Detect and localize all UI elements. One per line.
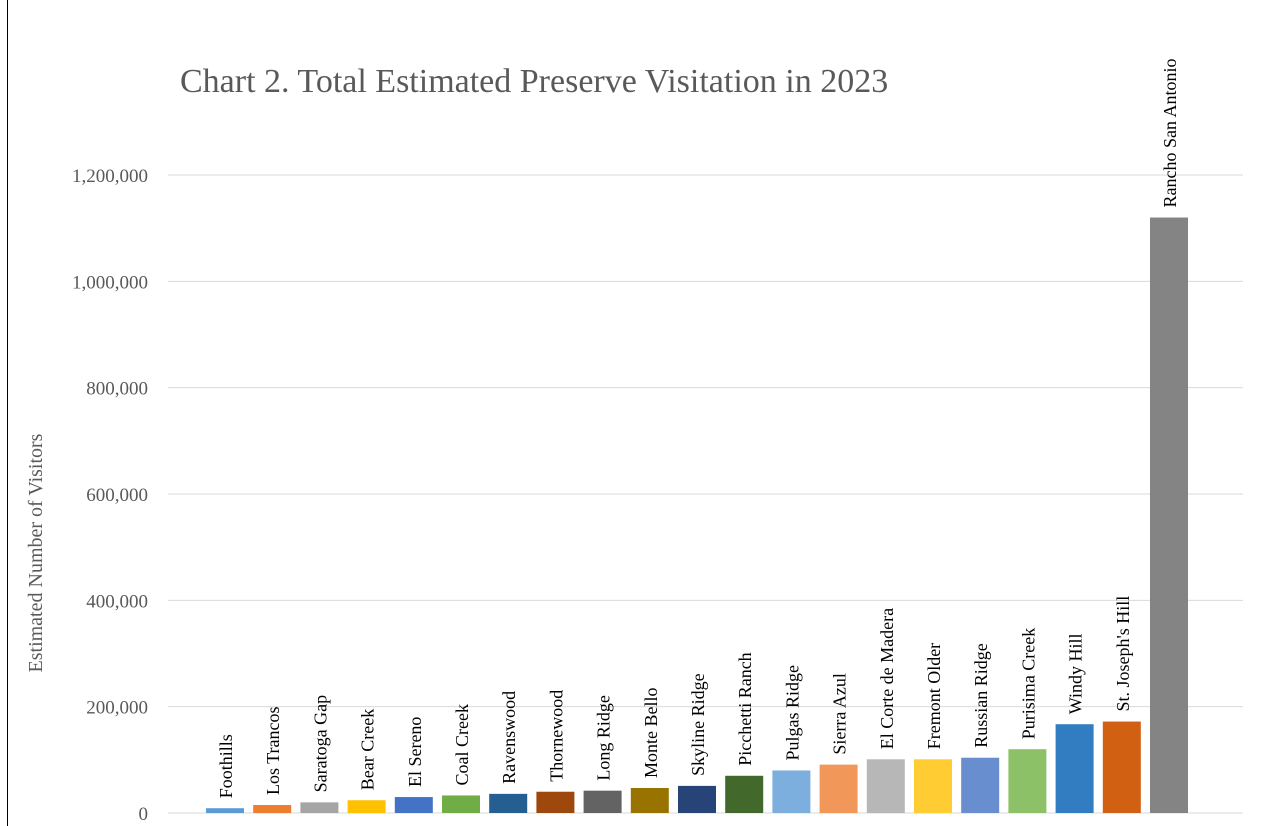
y-tick-label: 600,000 [86, 485, 148, 506]
category-labels: Foothills Los Trancos Saratoga Gap Bear Cre… [216, 59, 1180, 799]
category-label: Russian Ridge [971, 643, 991, 748]
y-axis-label: Estimated Number of Visitors [25, 433, 47, 672]
bar [678, 785, 716, 813]
bar [630, 788, 669, 813]
category-label: Picchetti Ranch [735, 652, 755, 765]
bar [442, 795, 480, 813]
y-tick-label: 200,000 [86, 698, 148, 719]
category-label: Bear Creek [358, 709, 378, 790]
y-tick-label: 1,000,000 [72, 272, 148, 293]
bar-chart: Chart 2. Total Estimated Preserve Visita… [25, 59, 1243, 825]
category-label: Saratoga Gap [310, 695, 330, 792]
bar [583, 790, 622, 813]
bar [914, 759, 952, 813]
bar [1102, 721, 1141, 813]
bar [536, 791, 575, 813]
bar [1150, 217, 1188, 814]
bar [1055, 724, 1094, 813]
bar [489, 793, 528, 813]
bar [206, 808, 244, 813]
bar [300, 802, 339, 813]
y-tick-label: 800,000 [86, 379, 148, 400]
category-label: Coal Creek [452, 704, 472, 785]
y-tick-label: 0 [139, 804, 149, 825]
y-tick-label: 400,000 [86, 591, 148, 612]
category-label: El Sereno [405, 717, 425, 787]
category-label: Foothills [216, 734, 236, 798]
bar [253, 805, 292, 813]
chart-title: Chart 2. Total Estimated Preserve Visita… [180, 63, 888, 100]
bars [206, 217, 1188, 814]
category-label: Monte Bello [641, 688, 661, 779]
category-label: Purisima Creek [1018, 628, 1038, 739]
gridlines [168, 174, 1243, 814]
bar [725, 775, 764, 813]
bar [961, 757, 1000, 813]
category-label: Long Ridge [594, 695, 614, 781]
category-label: Pulgas Ridge [782, 665, 802, 761]
category-label: Windy Hill [1066, 633, 1086, 714]
bar [347, 800, 386, 813]
category-label: Rancho San Antonio [1160, 59, 1180, 208]
category-label: St. Joseph's Hill [1113, 596, 1133, 712]
category-label: Sierra Azul [830, 673, 850, 754]
bar [1008, 749, 1047, 813]
chart-frame: Chart 2. Total Estimated Preserve Visita… [7, 0, 1268, 826]
bar [394, 797, 433, 813]
category-label: Fremont Older [924, 643, 944, 749]
y-tick-label: 1,200,000 [72, 166, 148, 187]
bar [772, 770, 811, 813]
category-label: Thornewood [546, 690, 566, 782]
category-label: Skyline Ridge [688, 673, 708, 776]
bar [819, 764, 858, 813]
y-axis-ticks: 0 200,000 400,000 600,000 800,000 1,000,000 1,… [72, 166, 148, 825]
bar [866, 759, 905, 813]
category-label: Los Trancos [263, 707, 283, 796]
category-label: El Corte de Madera [877, 608, 897, 749]
category-label: Ravenswood [499, 691, 519, 784]
